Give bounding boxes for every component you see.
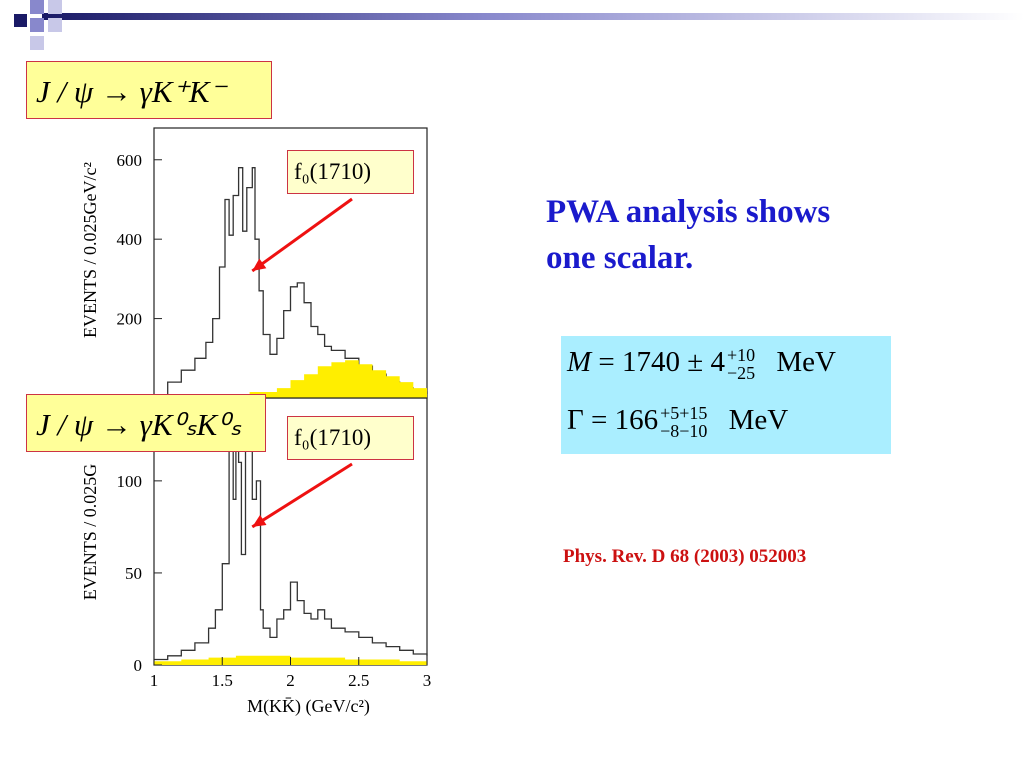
decor-square <box>48 18 62 32</box>
y-axis-label: EVENTS / 0.025G <box>80 464 100 601</box>
width-unit: MeV <box>728 404 789 436</box>
peak-arrow-head <box>252 514 267 527</box>
width-error-up: +5+15 <box>660 403 708 424</box>
plot-top-kk: 200 400 600 EVENTS / 0.025GeV/c² <box>80 127 428 399</box>
plot-bottom-ksks: 0 50 100 1 1.5 2 2.5 3 M(KK̄) (GeV/c²) EVENTS / 0… <box>80 397 432 717</box>
x-tick-label: 1.5 <box>212 671 233 690</box>
y-tick-label: 100 <box>117 472 143 491</box>
y-tick-label: 400 <box>117 230 143 249</box>
mass-row: M = 1740 ± 4 +10 −25 MeV <box>567 346 836 382</box>
data-histogram-line <box>154 167 428 399</box>
data-histogram-line <box>154 406 428 661</box>
reference-citation: Phys. Rev. D 68 (2003) 052003 <box>563 546 807 567</box>
peak-arrow-head <box>252 258 267 271</box>
decor-square <box>48 0 62 14</box>
width-value: = 166 <box>591 404 659 436</box>
y-tick-label: 0 <box>134 656 143 675</box>
decor-square <box>14 14 27 27</box>
width-row: Γ = 166 +5+15 −8−10 MeV <box>567 404 788 440</box>
header-gradient-bar <box>42 13 1024 20</box>
y-tick-label: 600 <box>117 151 143 170</box>
y-tick-label: 200 <box>117 310 143 329</box>
y-tick-label: 50 <box>125 564 142 583</box>
width-symbol: Γ <box>567 404 584 436</box>
equation-kk: J / ψ → γK⁺K⁻ <box>36 74 226 109</box>
mass-symbol: M <box>567 346 592 378</box>
x-tick-label: 2.5 <box>348 671 369 690</box>
resonance-label-top: f₀(1710) <box>287 150 414 194</box>
equation-ksks: J / ψ → γK⁰ₛK⁰ₛ <box>36 407 242 442</box>
decor-square <box>30 0 44 14</box>
resonance-label-bottom: f₀(1710) <box>287 416 414 460</box>
mass-error-up: +10 <box>726 345 756 366</box>
mass-error-down: −25 <box>726 363 756 384</box>
pwa-line-2: one scalar. <box>546 240 694 276</box>
slide-corner-decoration <box>14 0 1024 50</box>
resonance-parameters-box: M = 1740 ± 4 +10 −25 MeV Γ = 166 +5+15 −8−10… <box>561 336 891 454</box>
x-tick-label: 2 <box>286 671 295 690</box>
y-axis-label: EVENTS / 0.025GeV/c² <box>80 162 100 338</box>
x-tick-label: 1 <box>150 671 159 690</box>
peak-arrow <box>251 197 353 273</box>
mass-value: = 1740 ± 4 <box>598 346 725 378</box>
pwa-line-1: PWA analysis shows <box>546 194 831 230</box>
width-error-down: −8−10 <box>660 421 708 442</box>
equation-box-kk: J / ψ → γK⁺K⁻ <box>26 61 272 119</box>
mass-unit: MeV <box>776 346 836 378</box>
background-histogram <box>154 360 427 398</box>
decor-square <box>30 18 44 32</box>
equation-box-ksks: J / ψ → γK⁰ₛK⁰ₛ <box>26 394 266 452</box>
pwa-statement: PWA analysis shows one scalar. <box>546 189 830 281</box>
peak-arrow <box>251 462 353 529</box>
decor-square <box>30 36 44 50</box>
x-tick-label: 3 <box>423 671 432 690</box>
x-axis-label: M(KK̄) (GeV/c²) <box>247 696 370 717</box>
